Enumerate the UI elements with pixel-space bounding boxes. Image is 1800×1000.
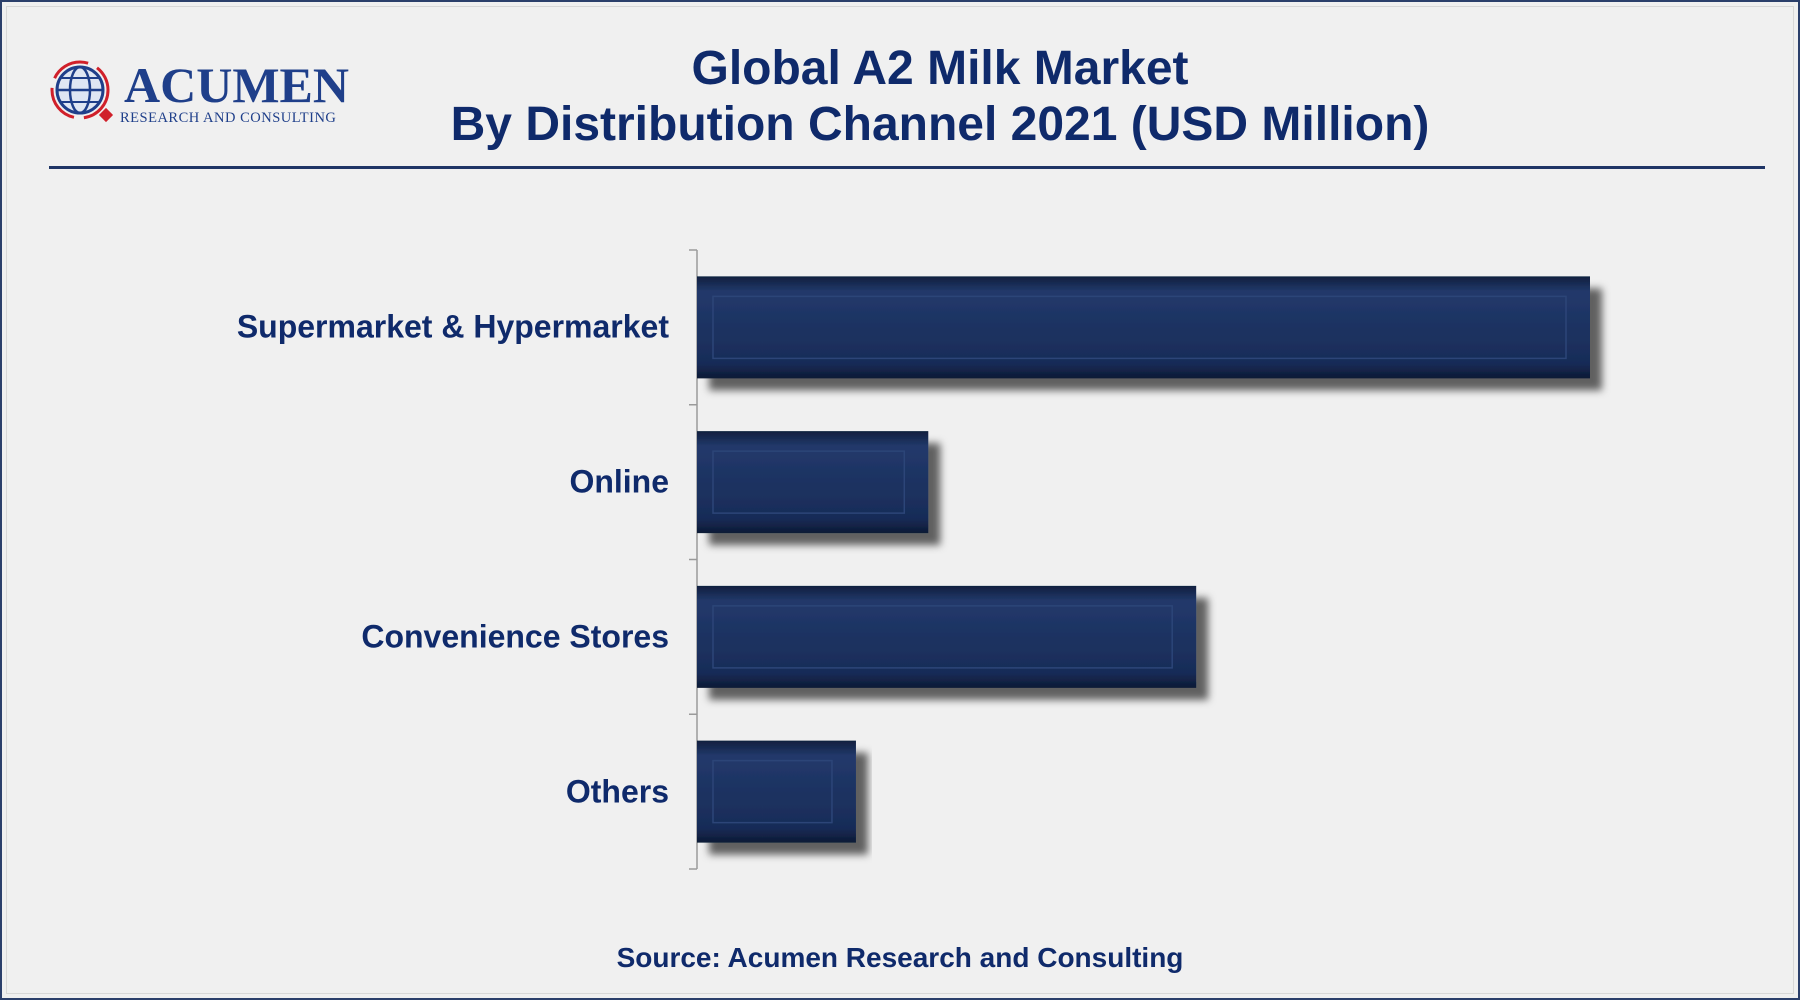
bar-bevel: [712, 450, 906, 514]
bar-body: [697, 585, 1197, 688]
category-label: Others: [565, 773, 669, 810]
bar-body: [697, 431, 929, 534]
bar: [697, 740, 856, 843]
source-note: Source: Acumen Research and Consulting: [616, 942, 1184, 973]
bar-body: [697, 276, 1590, 379]
category-label: Convenience Stores: [361, 618, 669, 655]
bar: [697, 276, 1590, 379]
bar-bevel: [712, 605, 1173, 669]
bar-bevel: [712, 759, 833, 824]
category-label: Online: [569, 463, 669, 500]
chart-title-line1: Global A2 Milk Market: [691, 42, 1189, 95]
title-divider: [49, 166, 1765, 169]
globe-logo-icon: ACUMEN RESEARCH AND CONSULTING: [50, 57, 349, 126]
bar: [697, 431, 929, 534]
bar-bevel: [712, 295, 1567, 360]
acumen-logo: ACUMEN RESEARCH AND CONSULTING: [46, 52, 356, 132]
bar: [697, 585, 1197, 688]
chart-title-line2: By Distribution Channel 2021 (USD Millio…: [450, 98, 1430, 151]
logo-tagline: RESEARCH AND CONSULTING: [120, 110, 336, 126]
logo-name: ACUMEN: [124, 57, 349, 113]
category-label: Supermarket & Hypermarket: [236, 308, 669, 345]
bar-body: [697, 740, 856, 843]
